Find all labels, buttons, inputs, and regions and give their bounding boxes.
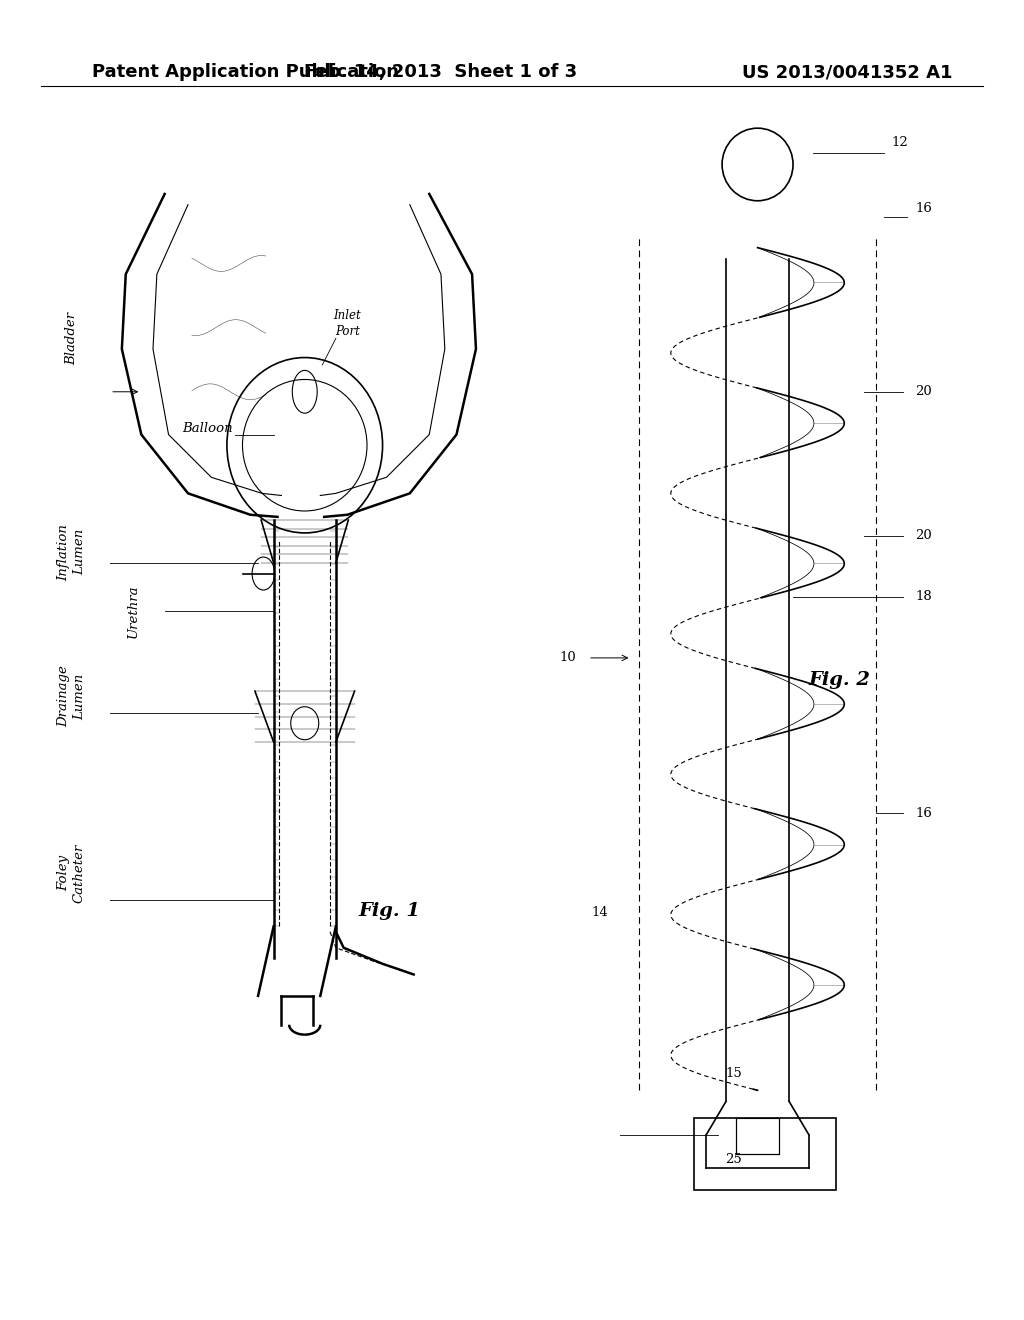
Text: 12: 12 [892,136,908,149]
Text: Patent Application Publication: Patent Application Publication [92,63,399,82]
Text: Bladder: Bladder [65,312,78,364]
Text: 18: 18 [915,590,932,603]
Text: Fig. 1: Fig. 1 [358,902,420,920]
Text: Feb. 14, 2013  Sheet 1 of 3: Feb. 14, 2013 Sheet 1 of 3 [304,63,577,82]
Text: Drainage
Lumen: Drainage Lumen [56,665,86,727]
Text: 10: 10 [559,651,577,664]
Bar [694,1118,837,1191]
Text: Balloon: Balloon [182,421,232,434]
Text: 20: 20 [915,385,932,399]
Text: 25: 25 [726,1152,742,1166]
Text: Inlet
Port: Inlet Port [334,309,361,338]
Text: Foley
Catheter: Foley Catheter [56,843,86,903]
Text: 14: 14 [591,907,608,920]
Text: 16: 16 [915,202,932,215]
Text: 16: 16 [915,807,932,820]
Text: 20: 20 [915,529,932,543]
Bar [736,1118,779,1154]
Text: US 2013/0041352 A1: US 2013/0041352 A1 [741,63,952,82]
Text: Inflation
Lumen: Inflation Lumen [56,524,86,581]
Ellipse shape [722,128,793,201]
Text: Urethra: Urethra [127,585,140,638]
Text: Fig. 2: Fig. 2 [809,671,870,689]
Text: 15: 15 [726,1067,742,1080]
